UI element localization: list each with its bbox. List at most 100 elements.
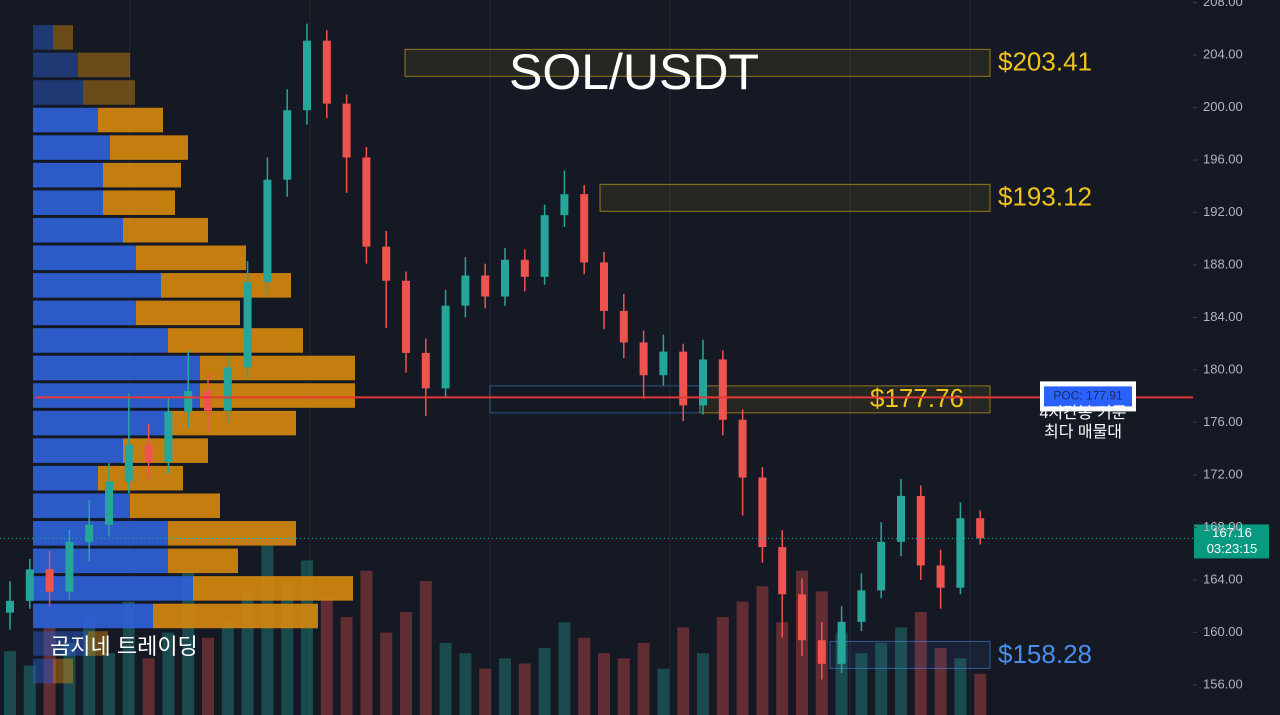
volume-bar: [736, 601, 749, 715]
volume-bar: [221, 622, 234, 715]
volume-bar: [617, 658, 630, 715]
candle-body: [679, 351, 688, 406]
candle-body: [540, 215, 549, 277]
profile-sell: [110, 135, 188, 160]
candle-body: [877, 541, 886, 591]
candle-body: [25, 569, 34, 601]
profile-sell: [168, 328, 303, 353]
profile-sell: [168, 548, 238, 574]
profile-sell: [153, 603, 318, 629]
volume-bar: [400, 611, 412, 715]
volume-bar: [202, 637, 214, 715]
candle-body: [897, 495, 905, 542]
profile-sell: [53, 658, 73, 684]
profile-buy: [33, 438, 123, 463]
profile-buy: [33, 631, 88, 656]
profile-buy: [33, 383, 200, 408]
candle-body: [718, 359, 727, 420]
profile-buy: [33, 603, 153, 629]
candle-body: [798, 594, 806, 641]
volume-bar: [637, 642, 650, 715]
candle-body: [699, 359, 707, 406]
candle-body: [263, 179, 272, 283]
volume-bar: [954, 658, 967, 715]
profile-sell: [130, 493, 220, 519]
y-tick-label: 192.00: [1203, 204, 1243, 219]
candle-body: [738, 419, 747, 478]
profile-sell: [103, 190, 175, 215]
profile-sell: [83, 80, 135, 105]
volume-bar: [261, 545, 274, 715]
volume-bar: [518, 663, 531, 715]
candle-body: [421, 352, 430, 389]
candle-body: [501, 259, 509, 297]
last-price-box: [1194, 524, 1269, 559]
profile-sell: [88, 631, 108, 656]
candle-body: [402, 280, 410, 353]
candle-body: [65, 541, 74, 592]
profile-buy: [33, 521, 168, 546]
candle-body: [184, 390, 193, 412]
candle-body: [976, 518, 985, 539]
volume-bar: [360, 570, 373, 715]
volume-bar: [439, 642, 452, 715]
candle-body: [778, 547, 787, 595]
profile-buy: [33, 217, 123, 243]
volume-bar: [875, 642, 888, 715]
y-tick-label: 176.00: [1203, 414, 1243, 429]
profile-sell: [103, 162, 181, 188]
candle-body: [659, 351, 668, 376]
volume-bar: [340, 617, 353, 715]
poc-inner: [1044, 386, 1132, 407]
volume-bar: [63, 642, 76, 715]
candle-body: [580, 194, 589, 263]
candle-body: [342, 103, 351, 158]
candle-body: [322, 40, 331, 104]
profile-sell: [53, 25, 73, 50]
volume-bar: [479, 668, 492, 715]
volume-bar: [380, 632, 393, 715]
y-tick-label: 156.00: [1203, 676, 1243, 691]
volume-bar: [538, 648, 551, 715]
candle-body: [817, 640, 826, 664]
volume-bar: [756, 586, 769, 715]
candle-body: [639, 342, 648, 376]
candle-body: [600, 262, 608, 311]
volume-bar: [4, 651, 16, 715]
profile-buy: [33, 328, 168, 353]
y-tick-label: 204.00: [1203, 47, 1243, 62]
countdown: 03:23:15: [1207, 541, 1258, 556]
profile-buy: [33, 493, 130, 519]
level-zone: [599, 183, 991, 212]
profile-buy: [33, 300, 136, 326]
profile-buy: [33, 658, 53, 684]
profile-sell: [136, 245, 246, 271]
candle-body: [6, 600, 14, 613]
candle-body: [223, 367, 232, 411]
profile-buy: [33, 355, 200, 381]
volume-bar: [558, 622, 571, 715]
profile-buy: [33, 190, 103, 215]
profile-buy: [33, 52, 78, 78]
candle-body: [124, 444, 133, 482]
candle-body: [936, 565, 945, 588]
profile-buy: [33, 410, 168, 436]
candle-body: [481, 275, 490, 297]
candle-body: [85, 524, 94, 542]
candle-body: [857, 590, 866, 622]
candle-body: [837, 621, 846, 664]
candle-body: [916, 495, 925, 566]
price-axis-bg: [1193, 0, 1280, 715]
profile-buy: [33, 135, 110, 160]
volume-bar: [459, 653, 472, 715]
candle-body: [164, 411, 173, 462]
candle-body: [362, 157, 371, 247]
y-tick-label: 188.00: [1203, 256, 1243, 271]
volume-bar: [657, 668, 670, 715]
profile-sell: [200, 355, 355, 381]
profile-buy: [33, 245, 136, 271]
profile-buy: [33, 80, 83, 105]
volume-bar: [914, 611, 927, 715]
profile-sell: [193, 576, 353, 601]
candle-body: [243, 282, 252, 368]
